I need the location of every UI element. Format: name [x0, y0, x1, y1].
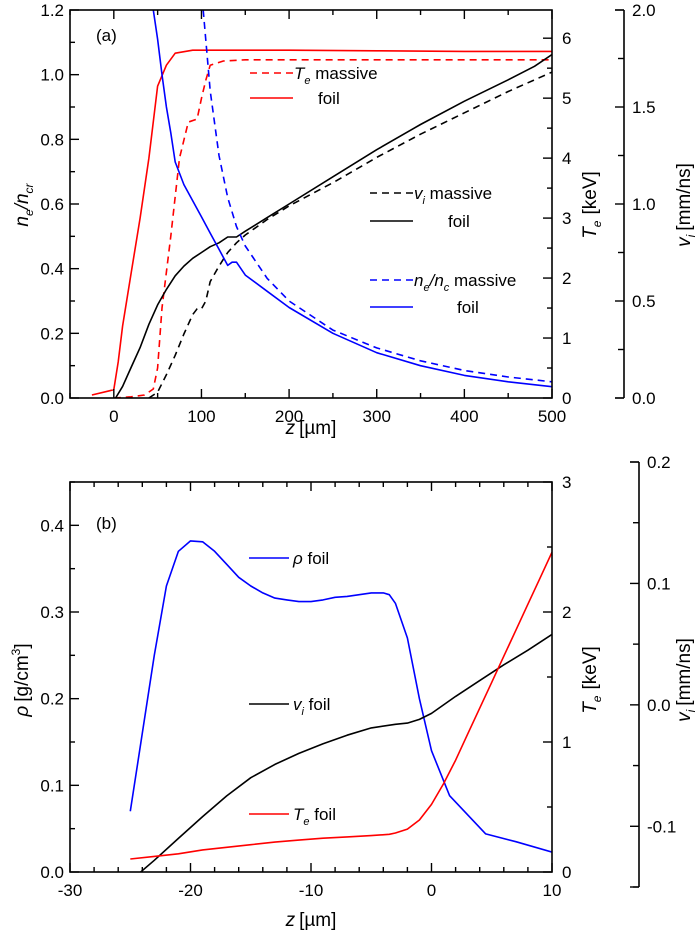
panel-a-right2-axis: 0.0 0.5 1.0 1.5 2.0	[615, 1, 656, 408]
panel-a-label: (a)	[96, 26, 117, 45]
panel-a-right1-ticks: 0 1 2 3 4 5 6	[543, 29, 571, 408]
right1-tick-label: 0	[562, 389, 571, 408]
legend-label: foil	[318, 89, 340, 108]
left-tick-label: 0.4	[40, 516, 64, 535]
right2-tick-label: -0.1	[647, 817, 676, 836]
right2-tick-label: 1.5	[632, 98, 656, 117]
left-tick-label: 0.8	[40, 130, 64, 149]
panel-b-right1-ticks: 0 1 2 3	[543, 473, 571, 882]
x-tick-label: 300	[363, 407, 391, 426]
x-tick-label: 100	[187, 407, 215, 426]
right2-tick-label: 0.0	[647, 696, 671, 715]
right1-tick-label: 4	[562, 149, 571, 168]
right1-tick-label: 3	[562, 209, 571, 228]
x-tick-label: 0	[427, 881, 436, 900]
panel-a-right2-axis-title: vi[mm/ns]	[674, 163, 698, 247]
panel-a-series	[91, 10, 552, 398]
left-tick-label: 0.3	[40, 603, 64, 622]
right1-tick-label: 2	[562, 603, 571, 622]
x-tick-label: 10	[543, 881, 562, 900]
panel-b-x-axis-title: z [µm]	[285, 910, 337, 931]
legend-label: foil	[448, 212, 470, 231]
x-tick-label: -20	[178, 881, 203, 900]
left-tick-label: 0.4	[40, 260, 64, 279]
panel-a: 0 100 200 300 400 500 0.0 0.2 0.4 0.6 0.8 1.0 1.2 0…	[12, 1, 698, 439]
left-tick-label: 1.2	[40, 1, 64, 20]
panel-b-left-ticks: 0.0 0.1 0.2 0.3 0.4	[40, 481, 79, 882]
panel-a-legend: Te massive foil vi massive foil ne/nc massiv…	[250, 64, 516, 317]
right1-tick-label: 3	[562, 473, 571, 492]
x-tick-label: 0	[109, 407, 118, 426]
legend-label: Te foil	[293, 805, 336, 828]
right1-tick-label: 5	[562, 89, 571, 108]
panel-b-right2-axis-title: vi[mm/ns]	[674, 638, 698, 722]
panel-b-left-axis-title: ρ[g/cm3]	[9, 643, 33, 717]
panel-b-right1-axis-title: Te[keV]	[580, 646, 604, 714]
right1-tick-label: 1	[562, 329, 571, 348]
panel-b-series	[129, 540, 552, 872]
series-line-te-foil	[91, 49, 552, 396]
series-line-vi-foil	[139, 633, 552, 872]
panel-a-left-axis-title: ne/ncr	[12, 182, 36, 226]
panel-b-right2-axis: -0.1 0.0 0.1 0.2	[630, 453, 676, 888]
legend-label: Te massive	[294, 64, 378, 87]
right2-tick-label: 0.2	[647, 453, 671, 472]
right2-tick-label: 0.5	[632, 292, 656, 311]
x-tick-label: -10	[299, 881, 324, 900]
series-line-vi-foil	[114, 53, 552, 398]
right1-tick-label: 0	[562, 863, 571, 882]
left-tick-label: 0.6	[40, 195, 64, 214]
series-line-te-massive	[113, 58, 552, 398]
legend-label: foil	[457, 298, 479, 317]
left-tick-label: 0.1	[40, 776, 64, 795]
left-tick-label: 0.2	[40, 324, 64, 343]
series-line-te-foil	[130, 551, 552, 860]
left-tick-label: 0.0	[40, 389, 64, 408]
right1-tick-label: 6	[562, 29, 571, 48]
right2-tick-label: 2.0	[632, 1, 656, 20]
legend-label: ρ foil	[292, 549, 329, 568]
series-line-vi-massive	[148, 71, 552, 398]
panel-b-legend: ρ foil vi foil Te foil	[249, 549, 336, 828]
panel-b-x-ticks: -30 -20 -10 0 10	[58, 482, 562, 900]
legend-label: vi massive	[414, 184, 492, 207]
left-tick-label: 1.0	[40, 66, 64, 85]
legend-label: vi foil	[293, 695, 330, 718]
series-line-ne-nc-massive	[202, 10, 552, 383]
left-tick-label: 0.0	[40, 863, 64, 882]
x-tick-label: 500	[538, 407, 566, 426]
panel-a-x-ticks: 0 100 200 300 400 500	[69, 10, 566, 426]
series-line-rho-foil	[129, 540, 552, 853]
right1-tick-label: 1	[562, 733, 571, 752]
panel-b-label: (b)	[96, 514, 117, 533]
panel-a-left-ticks: 0.0 0.2 0.4 0.6 0.8 1.0 1.2	[40, 1, 79, 408]
left-tick-label: 0.2	[40, 690, 64, 709]
x-tick-label: 200	[275, 407, 303, 426]
x-tick-label: -30	[58, 881, 83, 900]
legend-label: ne/nc massive	[414, 271, 516, 294]
series-line-ne-nc-foil	[152, 10, 552, 388]
panel-a-x-axis-title: z [µm]	[285, 418, 337, 439]
right2-tick-label: 0.1	[647, 574, 671, 593]
right2-tick-label: 0.0	[632, 389, 656, 408]
panel-a-right1-axis-title: Te[keV]	[580, 171, 604, 239]
x-tick-label: 400	[450, 407, 478, 426]
right2-tick-label: 1.0	[632, 195, 656, 214]
right1-tick-label: 2	[562, 269, 571, 288]
